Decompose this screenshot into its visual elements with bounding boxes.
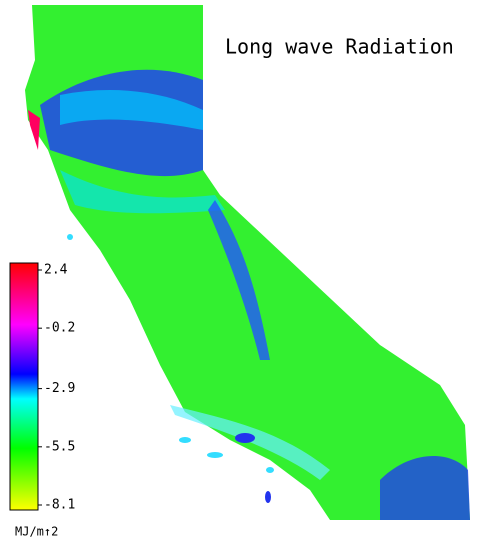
colorbar-unit: MJ/m↑2: [15, 525, 58, 539]
colorbar-tick-label: -0.2: [44, 321, 75, 336]
colorbar: 2.4 -0.2 -2.9 -5.5 -8.1: [9, 262, 75, 513]
colorbar-tick-label: 2.4: [44, 263, 68, 278]
colorbar-tick-label: -5.5: [44, 439, 75, 454]
colorbar-bar: [9, 262, 39, 511]
colorbar-tick-label: -8.1: [44, 498, 75, 513]
colorbar-tick-label: -2.9: [44, 381, 75, 396]
map-title: Long wave Radiation: [225, 35, 454, 59]
california-map: [25, 5, 470, 520]
